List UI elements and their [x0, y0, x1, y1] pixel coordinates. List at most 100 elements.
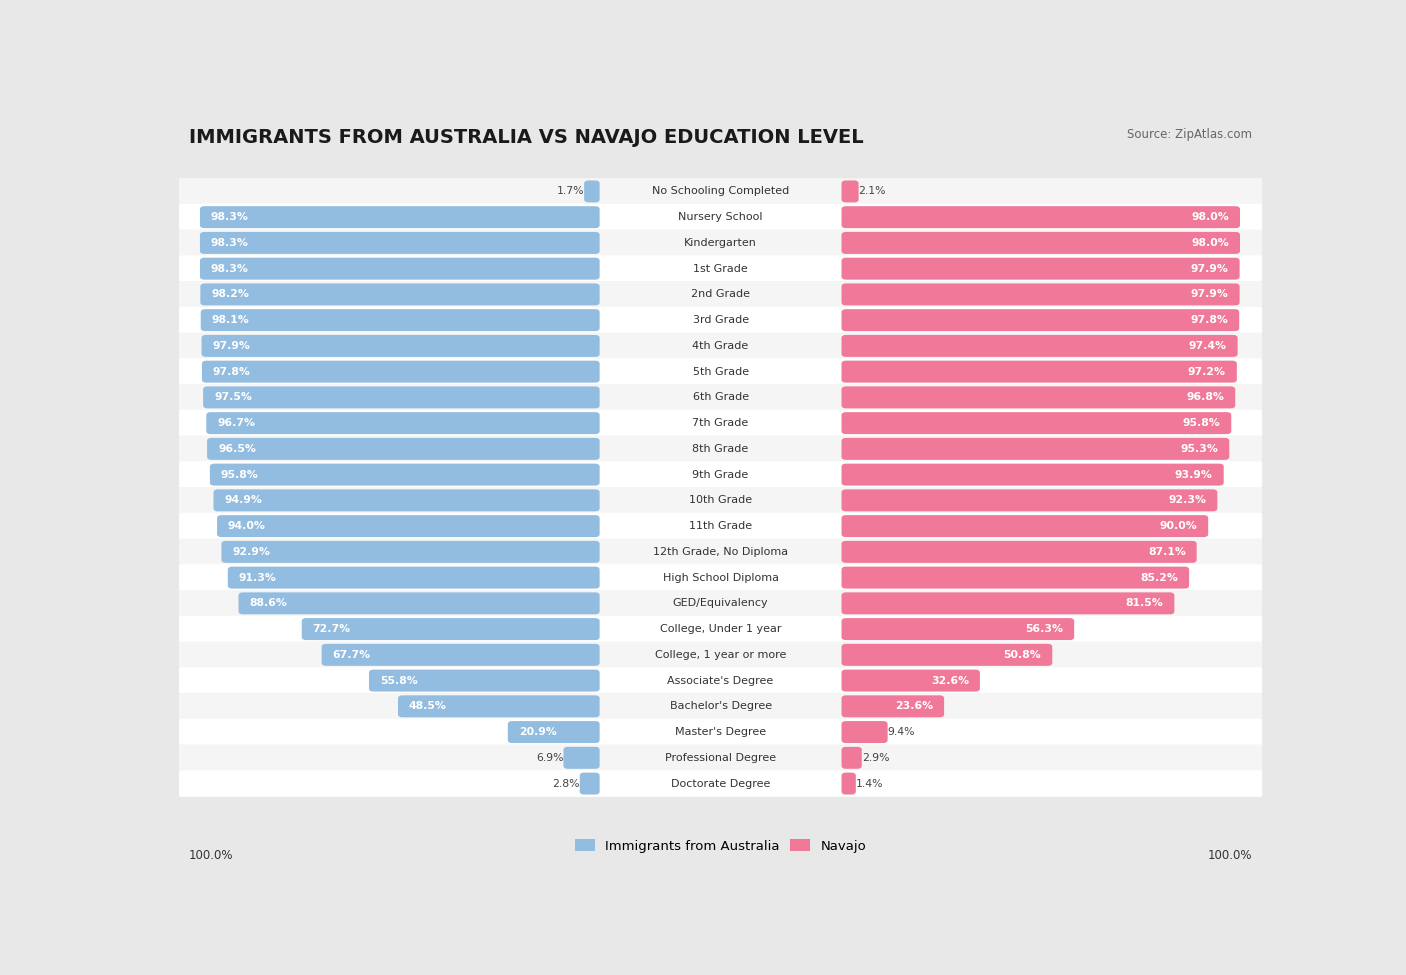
FancyBboxPatch shape [201, 309, 599, 332]
FancyBboxPatch shape [179, 332, 1263, 359]
FancyBboxPatch shape [179, 719, 1263, 746]
Text: 90.0%: 90.0% [1160, 521, 1198, 531]
FancyBboxPatch shape [179, 488, 1263, 514]
FancyBboxPatch shape [842, 644, 1052, 666]
Text: 94.9%: 94.9% [225, 495, 263, 505]
Text: 97.9%: 97.9% [212, 341, 250, 351]
FancyBboxPatch shape [583, 180, 599, 203]
Text: 1.7%: 1.7% [557, 186, 583, 196]
FancyBboxPatch shape [842, 722, 887, 743]
Text: 97.4%: 97.4% [1188, 341, 1226, 351]
FancyBboxPatch shape [322, 644, 599, 666]
FancyBboxPatch shape [508, 722, 599, 743]
FancyBboxPatch shape [179, 461, 1263, 488]
Text: 55.8%: 55.8% [380, 676, 418, 685]
Text: No Schooling Completed: No Schooling Completed [652, 186, 789, 196]
FancyBboxPatch shape [842, 335, 1237, 357]
FancyBboxPatch shape [207, 438, 599, 460]
FancyBboxPatch shape [564, 747, 599, 769]
FancyBboxPatch shape [179, 693, 1263, 720]
FancyBboxPatch shape [200, 232, 599, 254]
Text: GED/Equivalency: GED/Equivalency [672, 599, 769, 608]
FancyBboxPatch shape [842, 489, 1218, 511]
Text: 92.9%: 92.9% [232, 547, 270, 557]
Text: 98.0%: 98.0% [1191, 213, 1229, 222]
Text: Kindergarten: Kindergarten [685, 238, 756, 248]
FancyBboxPatch shape [214, 489, 599, 511]
Text: 95.8%: 95.8% [221, 470, 259, 480]
Text: 72.7%: 72.7% [312, 624, 350, 634]
Text: 50.8%: 50.8% [1004, 649, 1042, 660]
FancyBboxPatch shape [209, 464, 599, 486]
FancyBboxPatch shape [179, 255, 1263, 282]
Text: 6th Grade: 6th Grade [693, 392, 748, 403]
Text: 2.8%: 2.8% [553, 779, 579, 789]
Text: 56.3%: 56.3% [1025, 624, 1063, 634]
FancyBboxPatch shape [179, 770, 1263, 797]
Text: 81.5%: 81.5% [1126, 599, 1164, 608]
FancyBboxPatch shape [179, 745, 1263, 771]
Text: IMMIGRANTS FROM AUSTRALIA VS NAVAJO EDUCATION LEVEL: IMMIGRANTS FROM AUSTRALIA VS NAVAJO EDUC… [188, 129, 863, 147]
Text: 98.1%: 98.1% [212, 315, 249, 325]
FancyBboxPatch shape [842, 772, 856, 795]
Text: 94.0%: 94.0% [228, 521, 266, 531]
Text: 98.3%: 98.3% [211, 213, 249, 222]
FancyBboxPatch shape [842, 593, 1174, 614]
Text: 4th Grade: 4th Grade [692, 341, 749, 351]
Text: 97.5%: 97.5% [214, 392, 252, 403]
FancyBboxPatch shape [842, 541, 1197, 563]
FancyBboxPatch shape [207, 412, 599, 434]
FancyBboxPatch shape [179, 204, 1263, 230]
FancyBboxPatch shape [202, 386, 599, 409]
Text: 12th Grade, No Diploma: 12th Grade, No Diploma [652, 547, 789, 557]
FancyBboxPatch shape [179, 410, 1263, 437]
Text: 23.6%: 23.6% [896, 701, 934, 712]
Text: Doctorate Degree: Doctorate Degree [671, 779, 770, 789]
FancyBboxPatch shape [179, 178, 1263, 205]
Text: 97.9%: 97.9% [1191, 290, 1229, 299]
Text: 88.6%: 88.6% [249, 599, 287, 608]
FancyBboxPatch shape [842, 232, 1240, 254]
Text: 97.8%: 97.8% [212, 367, 250, 376]
FancyBboxPatch shape [842, 309, 1239, 332]
FancyBboxPatch shape [842, 361, 1237, 382]
FancyBboxPatch shape [200, 284, 599, 305]
FancyBboxPatch shape [202, 361, 599, 382]
FancyBboxPatch shape [200, 206, 599, 228]
FancyBboxPatch shape [579, 772, 599, 795]
FancyBboxPatch shape [221, 541, 599, 563]
Text: 1.4%: 1.4% [856, 779, 883, 789]
Text: 98.0%: 98.0% [1191, 238, 1229, 248]
FancyBboxPatch shape [842, 618, 1074, 640]
Text: 96.7%: 96.7% [217, 418, 256, 428]
FancyBboxPatch shape [179, 616, 1263, 643]
Text: College, 1 year or more: College, 1 year or more [655, 649, 786, 660]
Text: 91.3%: 91.3% [239, 572, 277, 583]
Text: 100.0%: 100.0% [188, 849, 233, 862]
Text: 1st Grade: 1st Grade [693, 263, 748, 274]
Text: 2.9%: 2.9% [862, 753, 889, 762]
Text: 96.8%: 96.8% [1187, 392, 1225, 403]
Text: 98.3%: 98.3% [211, 263, 249, 274]
FancyBboxPatch shape [200, 257, 599, 280]
Text: 2nd Grade: 2nd Grade [692, 290, 749, 299]
Text: 6.9%: 6.9% [536, 753, 564, 762]
FancyBboxPatch shape [842, 464, 1223, 486]
Text: Source: ZipAtlas.com: Source: ZipAtlas.com [1128, 129, 1253, 141]
Text: 93.9%: 93.9% [1175, 470, 1213, 480]
FancyBboxPatch shape [179, 513, 1263, 539]
FancyBboxPatch shape [179, 538, 1263, 566]
Text: 95.3%: 95.3% [1181, 444, 1219, 454]
Text: 98.2%: 98.2% [211, 290, 249, 299]
Text: 5th Grade: 5th Grade [693, 367, 748, 376]
Text: High School Diploma: High School Diploma [662, 572, 779, 583]
FancyBboxPatch shape [179, 384, 1263, 410]
FancyBboxPatch shape [179, 307, 1263, 333]
FancyBboxPatch shape [179, 229, 1263, 256]
FancyBboxPatch shape [302, 618, 599, 640]
FancyBboxPatch shape [842, 566, 1189, 589]
FancyBboxPatch shape [368, 670, 599, 691]
Text: 87.1%: 87.1% [1147, 547, 1185, 557]
FancyBboxPatch shape [842, 284, 1240, 305]
FancyBboxPatch shape [179, 590, 1263, 617]
